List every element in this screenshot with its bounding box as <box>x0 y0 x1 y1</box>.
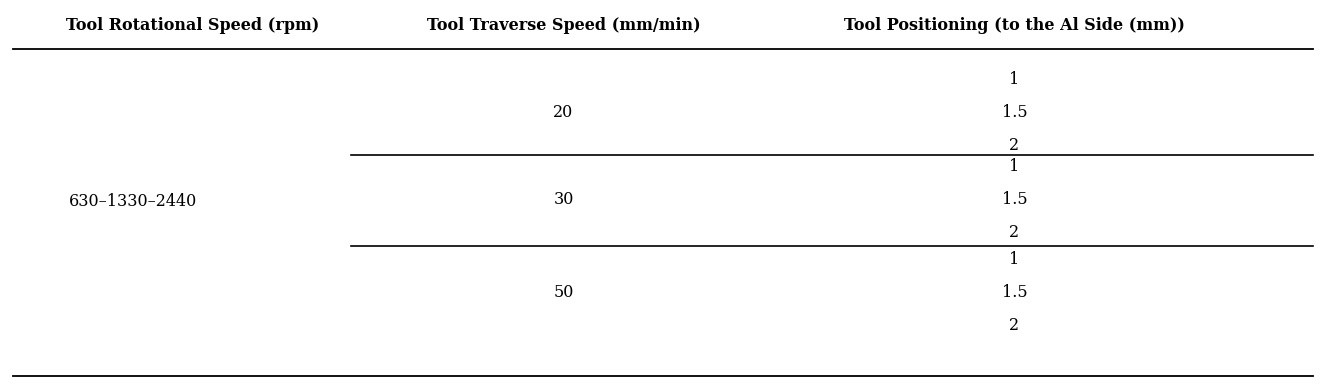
Text: Tool Positioning (to the Al Side (mm)): Tool Positioning (to the Al Side (mm)) <box>843 17 1185 34</box>
Text: Tool Rotational Speed (rpm): Tool Rotational Speed (rpm) <box>66 17 318 34</box>
Text: 20: 20 <box>553 104 574 121</box>
Text: 1: 1 <box>1009 71 1020 88</box>
Text: 2: 2 <box>1009 224 1020 241</box>
Text: 1.5: 1.5 <box>1001 191 1028 208</box>
Text: 2: 2 <box>1009 137 1020 154</box>
Text: 2: 2 <box>1009 317 1020 334</box>
Text: 630–1330–2440: 630–1330–2440 <box>69 193 196 210</box>
Text: 1: 1 <box>1009 158 1020 175</box>
Text: 30: 30 <box>553 191 574 208</box>
Text: 1: 1 <box>1009 251 1020 268</box>
Text: 50: 50 <box>553 284 574 301</box>
Text: 1.5: 1.5 <box>1001 104 1028 121</box>
Text: Tool Traverse Speed (mm/min): Tool Traverse Speed (mm/min) <box>427 17 700 34</box>
Text: 1.5: 1.5 <box>1001 284 1028 301</box>
